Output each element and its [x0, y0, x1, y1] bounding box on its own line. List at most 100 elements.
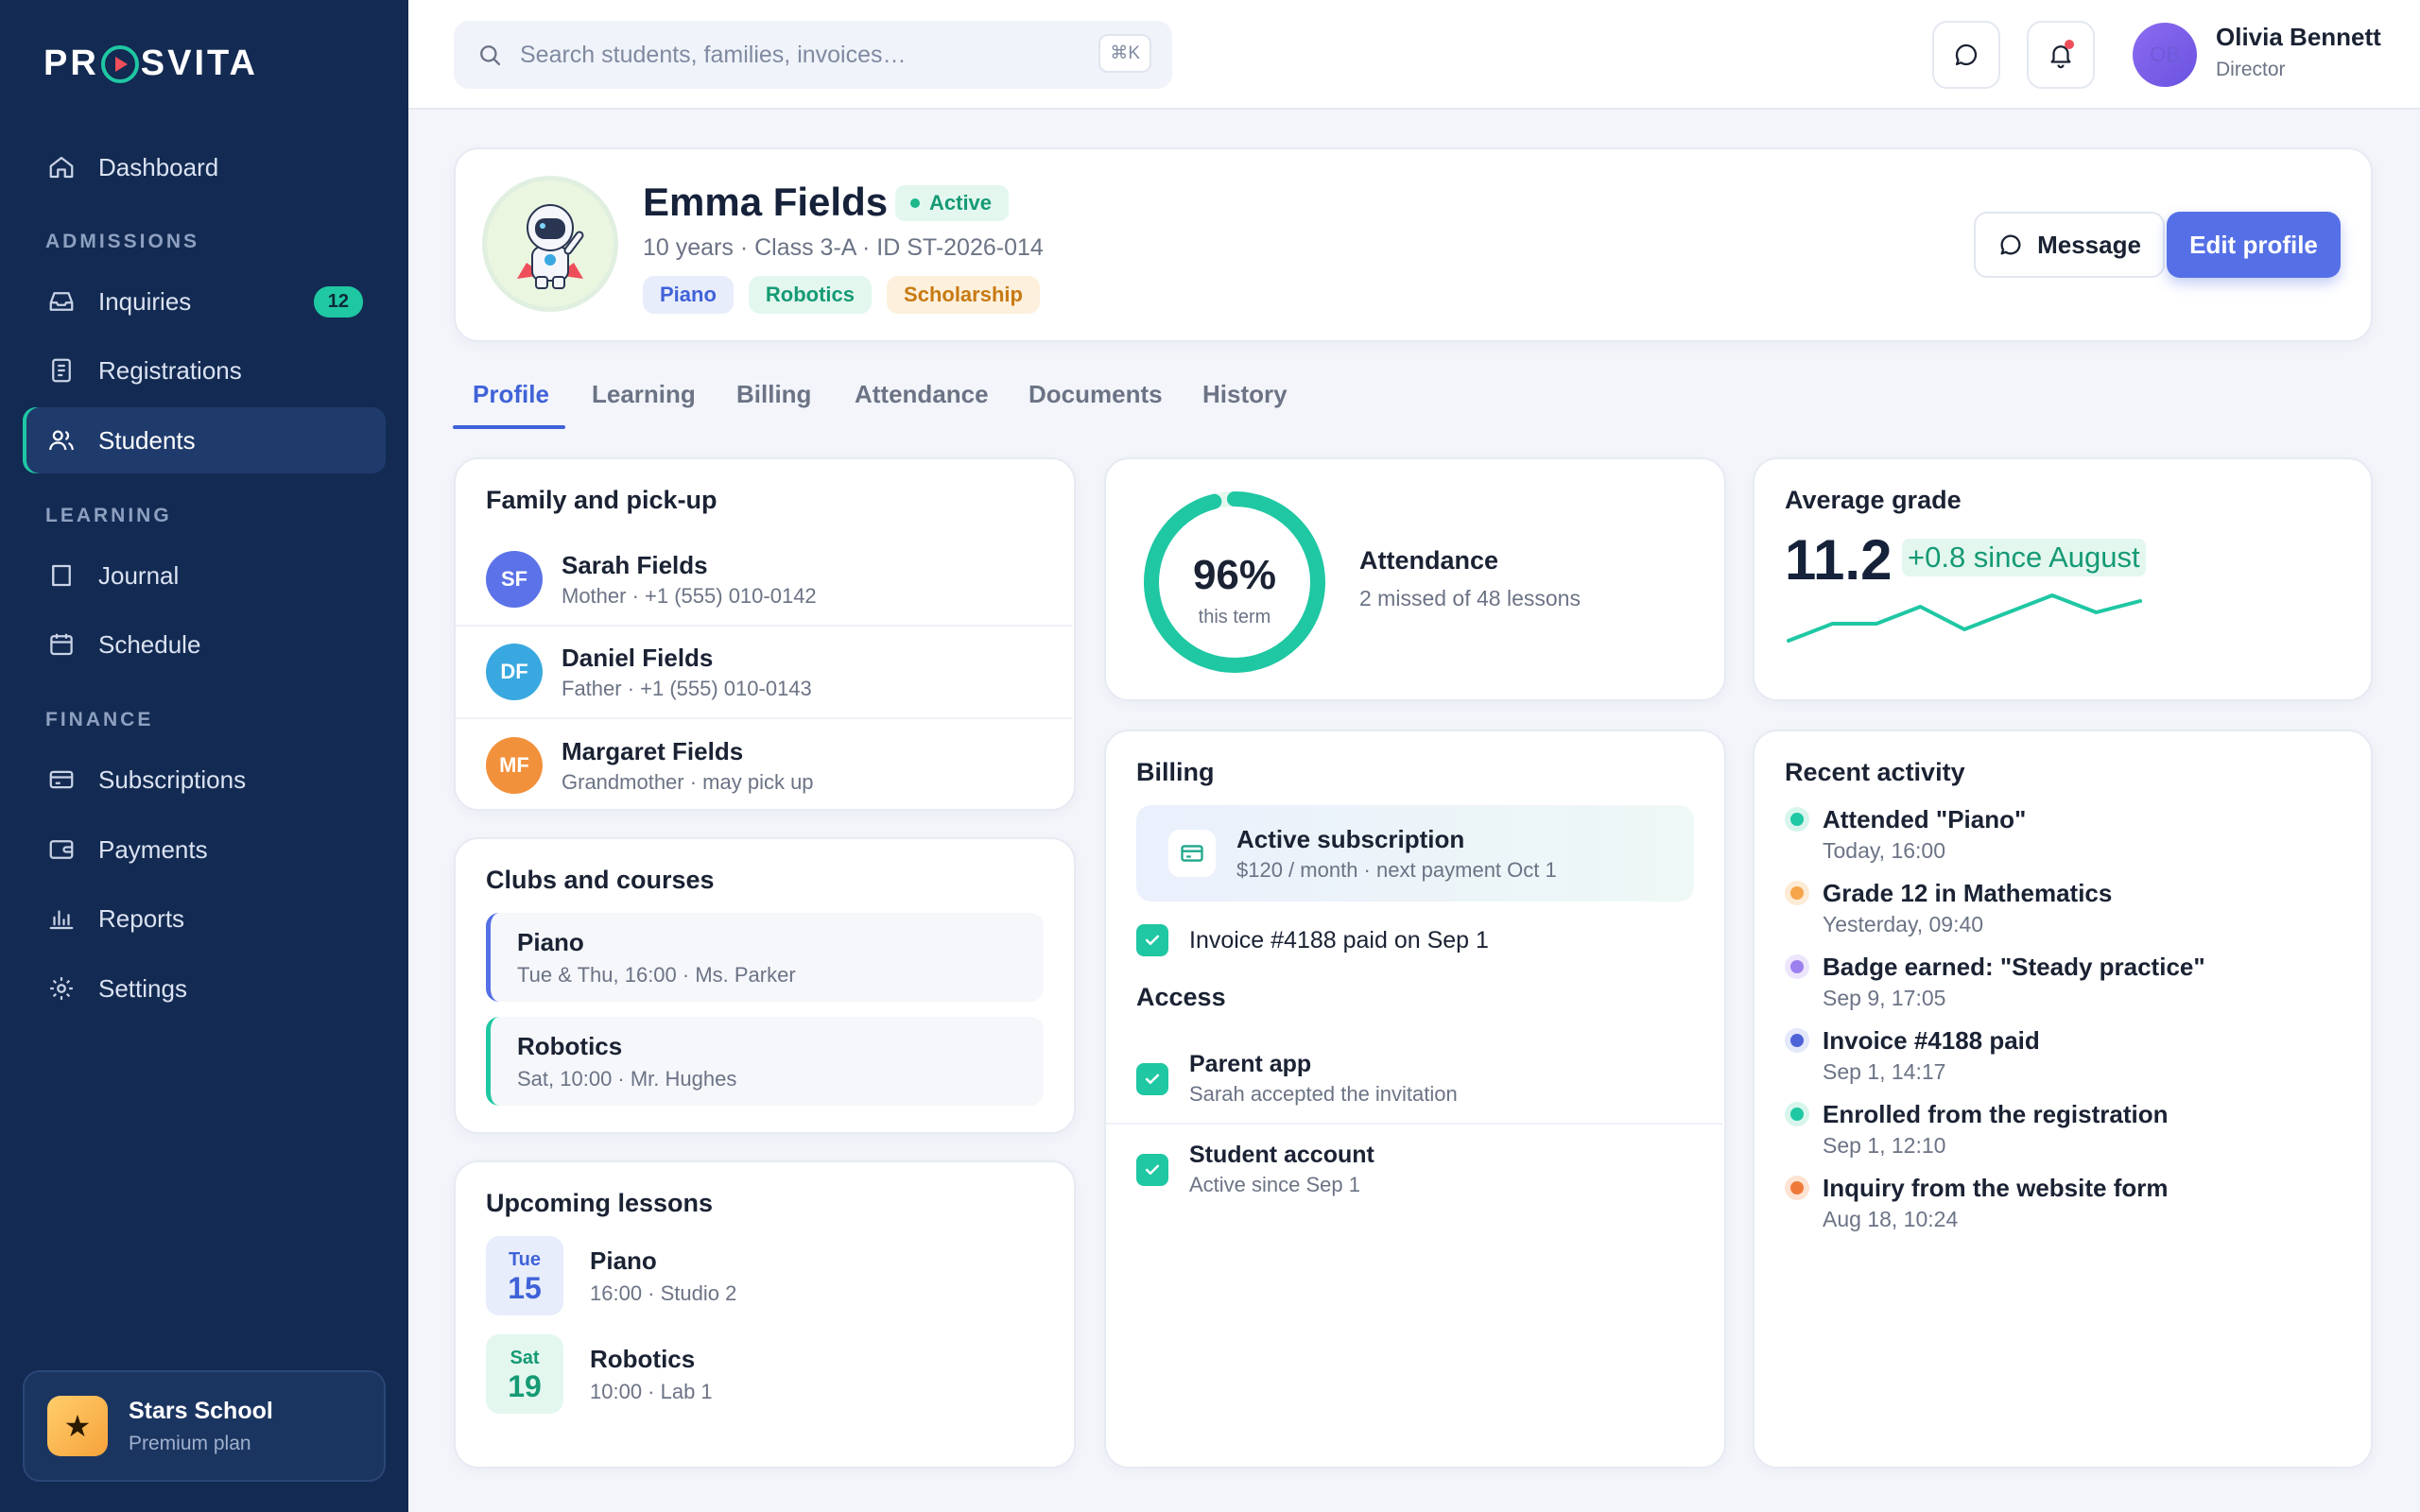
lesson-item[interactable]: Sat 19 Robotics 10:00 · Lab 1: [486, 1334, 713, 1414]
edit-profile-button[interactable]: Edit profile: [2167, 212, 2341, 278]
bell-icon: [2047, 41, 2075, 69]
status-badge: Active: [895, 185, 1010, 221]
activity-item[interactable]: Attended "Piano" Today, 16:00: [1785, 805, 2026, 864]
sidebar-item-label: Students: [98, 425, 196, 455]
sidebar-item-label: Inquiries: [98, 286, 192, 316]
subscription-title: Active subscription: [1236, 824, 1465, 853]
tag-piano[interactable]: Piano: [643, 276, 734, 314]
invoice-row[interactable]: Invoice #4188 paid on Sep 1: [1136, 924, 1489, 956]
lesson-weekday: Sat: [510, 1347, 540, 1368]
search-shortcut: ⌘K: [1098, 34, 1151, 73]
access-item[interactable]: Parent app Sarah accepted the invitation: [1136, 1051, 1458, 1107]
sidebar-item-registrations[interactable]: Registrations: [23, 337, 386, 404]
tab-attendance[interactable]: Attendance: [855, 380, 989, 408]
course-name: Robotics: [517, 1032, 623, 1060]
access-item[interactable]: Student account Active since Sep 1: [1136, 1142, 1374, 1197]
sidebar-item-subscriptions[interactable]: Subscriptions: [23, 747, 386, 813]
plan-tier: Premium plan: [129, 1432, 251, 1454]
activity-dot: [1785, 1028, 1809, 1053]
sidebar-item-payments[interactable]: Payments: [23, 816, 386, 883]
sidebar-item-schedule[interactable]: Schedule: [23, 611, 386, 678]
access-name: Student account: [1189, 1142, 1374, 1168]
access-detail: Active since Sep 1: [1189, 1173, 1360, 1196]
user-role: Director: [2216, 59, 2286, 80]
attendance-title: Attendance: [1359, 546, 1499, 575]
activity-dot: [1785, 881, 1809, 905]
subscription-box[interactable]: Active subscription $120 / month · next …: [1136, 805, 1694, 902]
attendance-ring: 96% this term: [1140, 488, 1329, 677]
activity-title: Badge earned: "Steady practice": [1823, 953, 2205, 981]
course-name: Piano: [517, 928, 584, 956]
tab-history[interactable]: History: [1202, 380, 1288, 408]
attendance-card: 96% this term Attendance 2 missed of 48 …: [1104, 457, 1726, 701]
messages-button[interactable]: [1932, 21, 2000, 89]
credit-card-icon: [45, 764, 78, 796]
avatar: SF: [486, 551, 543, 608]
grade-sparkline: [1787, 593, 2142, 643]
notifications-button[interactable]: [2027, 21, 2095, 89]
activity-dot: [1785, 1176, 1809, 1200]
logo[interactable]: PR SVITA: [43, 43, 258, 83]
date-badge: Sat 19: [486, 1334, 563, 1414]
family-member[interactable]: SF Sarah Fields Mother · +1 (555) 010-014…: [456, 534, 1072, 627]
member-name: Margaret Fields: [562, 736, 744, 765]
family-member[interactable]: MF Margaret Fields Grandmother · may pick…: [456, 719, 1072, 812]
attendance-ring-fill: [1144, 491, 1325, 673]
access-title: Access: [1136, 983, 1226, 1011]
star-icon: ★: [47, 1396, 108, 1456]
nav-section-learning: LEARNING: [45, 505, 172, 526]
activity-card: Recent activity Attended "Piano" Today, 1…: [1753, 730, 2373, 1469]
sidebar-item-dashboard[interactable]: Dashboard: [23, 134, 386, 200]
plan-card[interactable]: ★ Stars School Premium plan: [23, 1370, 386, 1482]
sidebar-item-students[interactable]: Students: [23, 407, 386, 473]
activity-item[interactable]: Inquiry from the website form Aug 18, 10:…: [1785, 1174, 2169, 1232]
student-avatar: [482, 176, 618, 312]
home-icon: [45, 151, 78, 183]
tab-profile[interactable]: Profile: [473, 380, 549, 408]
attendance-period: this term: [1198, 607, 1271, 627]
course-item[interactable]: Piano Tue & Thu, 16:00 · Ms. Parker: [486, 913, 1044, 1002]
avatar: DF: [486, 644, 543, 700]
search-input[interactable]: Search students, families, invoices… ⌘K: [454, 21, 1172, 89]
student-meta: 10 years · Class 3-A · ID ST-2026-014: [643, 234, 1044, 261]
tab-billing[interactable]: Billing: [736, 380, 812, 408]
sidebar-item-label: Settings: [98, 973, 187, 1003]
sidebar-item-label: Journal: [98, 560, 180, 590]
clubs-card: Clubs and courses Piano Tue & Thu, 16:00…: [454, 837, 1076, 1134]
student-name: Emma Fields: [643, 180, 889, 224]
user-name[interactable]: Olivia Bennett: [2216, 23, 2381, 51]
sidebar-item-settings[interactable]: Settings: [23, 955, 386, 1022]
activity-item[interactable]: Invoice #4188 paid Sep 1, 14:17: [1785, 1026, 2040, 1085]
student-tags: Piano Robotics Scholarship: [643, 276, 1040, 314]
activity-title: Inquiry from the website form: [1823, 1174, 2169, 1202]
subscription-detail: $120 / month · next payment Oct 1: [1236, 857, 1557, 882]
activity-item[interactable]: Enrolled from the registration Sep 1, 12:…: [1785, 1100, 2169, 1159]
search-placeholder: Search students, families, invoices…: [520, 41, 907, 68]
tag-robotics[interactable]: Robotics: [748, 276, 873, 314]
lesson-item[interactable]: Tue 15 Piano 16:00 · Studio 2: [486, 1236, 736, 1315]
avatar[interactable]: OB: [2133, 23, 2197, 87]
tab-learning[interactable]: Learning: [592, 380, 696, 408]
course-detail: Tue & Thu, 16:00 · Ms. Parker: [517, 963, 796, 987]
active-tab-indicator: [453, 425, 565, 429]
access-name: Parent app: [1189, 1051, 1312, 1077]
tab-documents[interactable]: Documents: [1028, 380, 1163, 408]
activity-item[interactable]: Grade 12 in Mathematics Yesterday, 09:40: [1785, 879, 2112, 937]
search-icon: [476, 42, 503, 68]
school-name: Stars School: [129, 1397, 273, 1424]
tag-scholarship[interactable]: Scholarship: [887, 276, 1040, 314]
message-button[interactable]: Message: [1974, 212, 2165, 278]
activity-item[interactable]: Badge earned: "Steady practice" Sep 9, 17…: [1785, 953, 2205, 1011]
sidebar-item-reports[interactable]: Reports: [23, 885, 386, 952]
billing-card: Billing Active subscription $120 / month…: [1104, 730, 1726, 1469]
date-badge: Tue 15: [486, 1236, 563, 1315]
sidebar-item-journal[interactable]: Journal: [23, 542, 386, 609]
family-member[interactable]: DF Daniel Fields Father · +1 (555) 010-01…: [456, 627, 1072, 719]
course-item[interactable]: Robotics Sat, 10:00 · Mr. Hughes: [486, 1017, 1044, 1106]
activity-dot: [1785, 1102, 1809, 1126]
chat-bubble-icon: [1997, 232, 2024, 258]
student-header-card: Emma Fields Active 10 years · Class 3-A …: [454, 147, 2373, 342]
topbar: Search students, families, invoices… ⌘K …: [408, 0, 2420, 110]
sidebar-item-inquiries[interactable]: Inquiries 12: [23, 268, 386, 335]
activity-title: Invoice #4188 paid: [1823, 1026, 2040, 1055]
